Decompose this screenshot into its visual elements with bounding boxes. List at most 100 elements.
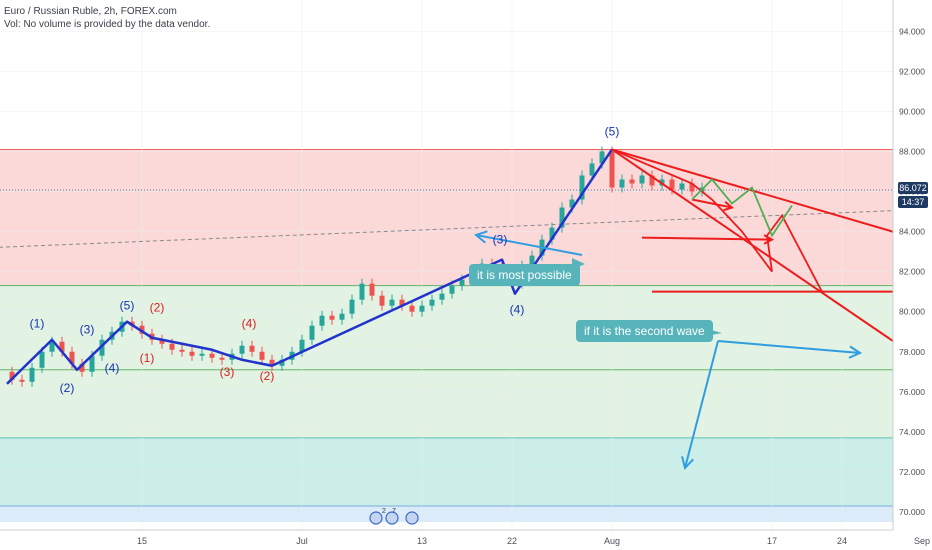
y-tick-label-11: 72.000: [899, 467, 925, 477]
candle-body-67: [669, 179, 675, 190]
scenario-arrow-down: [684, 340, 719, 469]
target-line-long_trendline: [611, 148, 932, 245]
x-tick-label-3: 22: [507, 536, 517, 546]
wave-label-10: (3): [493, 233, 508, 247]
wave-label-6: (1): [140, 351, 155, 365]
y-tick-label-3: 88.000: [899, 146, 925, 156]
candle-body-65: [649, 175, 655, 186]
y-tick-label-10: 74.000: [899, 427, 925, 437]
candle-body-30: [299, 339, 305, 352]
candle-body-59: [589, 163, 595, 176]
event-marker-icon-0[interactable]: [369, 511, 383, 525]
x-tick-label-6: 24: [837, 536, 847, 546]
scenario-arrow-right: [717, 340, 861, 354]
symbol-title: Euro / Russian Ruble, 2h, FOREX.com: [4, 6, 177, 17]
wave-label-4: (5): [120, 299, 135, 313]
candle-body-36: [359, 283, 365, 300]
candle-body-1: [9, 371, 15, 380]
callout-most-possible[interactable]: it is most possible: [469, 264, 580, 286]
candle-body-38: [379, 295, 385, 306]
target-line-main_decline: [611, 148, 932, 369]
event-marker-count-0: 2: [382, 508, 386, 515]
candle-body-35: [349, 299, 355, 314]
candle-body-27: [269, 359, 275, 366]
candle-body-57: [569, 199, 575, 208]
wave-label-5: (2): [150, 301, 165, 315]
scenario-arrow-upper: [475, 234, 583, 256]
candle-body-61: [609, 151, 615, 188]
candle-body-56: [559, 207, 565, 228]
wave-label-12: (5): [605, 124, 620, 138]
scenario-arrowhead-down: [681, 456, 694, 471]
scenario-arrowhead-upper: [473, 230, 488, 244]
last-price-tag: 86.072: [898, 182, 928, 194]
wave-label-3: (4): [105, 361, 120, 375]
candle-body-9: [89, 355, 95, 372]
wave-label-9: (2): [260, 369, 275, 383]
candle-body-37: [369, 283, 375, 296]
candle-body-53: [529, 255, 535, 266]
candle-body-3: [29, 367, 35, 382]
green-correction: [691, 178, 793, 238]
x-tick-label-1: Jul: [296, 536, 308, 546]
candle-body-68: [679, 183, 685, 190]
candle-body-55: [549, 227, 555, 240]
y-axis-area: [893, 0, 932, 550]
red-zigzag-projection: [611, 148, 823, 293]
target-line-short_target_a: [691, 198, 733, 209]
candle-body-25: [249, 345, 255, 352]
wave-label-1: (2): [60, 381, 75, 395]
impulse-wave-first_impulse: [6, 320, 273, 385]
candle-body-34: [339, 313, 345, 320]
candle-body-69: [689, 183, 695, 192]
candle-body-31: [309, 325, 315, 340]
candle-body-10: [99, 339, 105, 356]
zone-band-1: [0, 285, 893, 370]
scenario-arrowhead-right: [848, 345, 863, 359]
y-tick-label-6: 82.000: [899, 267, 925, 277]
candle-body-4: [39, 351, 45, 368]
candle-body-20: [199, 353, 205, 356]
candle-body-44: [439, 293, 445, 300]
candle-body-39: [389, 299, 395, 306]
candle-body-58: [579, 175, 585, 200]
event-marker-count-1: 7: [392, 508, 396, 515]
candle-body-64: [639, 175, 645, 184]
candle-body-2: [19, 379, 25, 382]
candle-body-32: [319, 315, 325, 326]
candle-body-26: [259, 351, 265, 360]
candle-body-18: [179, 349, 185, 352]
candle-body-43: [429, 299, 435, 306]
y-tick-label-0: 94.000: [899, 26, 925, 36]
callout-second-wave[interactable]: if it is the second wave: [576, 320, 713, 342]
zone-band-2: [0, 369, 893, 438]
x-tick-label-4: Aug: [604, 536, 620, 546]
wave-label-7: (4): [242, 317, 257, 331]
dashed-trendline: [0, 208, 932, 248]
event-marker-icon-2[interactable]: [405, 511, 419, 525]
y-tick-label-12: 70.000: [899, 507, 925, 517]
candle-body-62: [619, 179, 625, 188]
candle-body-63: [629, 179, 635, 184]
candle-body-42: [419, 305, 425, 312]
candle-body-33: [329, 315, 335, 320]
candle-body-8: [79, 363, 85, 372]
candle-body-28: [279, 359, 285, 366]
candle-body-17: [169, 343, 175, 350]
candle-body-6: [59, 341, 65, 352]
candle-body-5: [49, 341, 55, 352]
candle-body-14: [139, 325, 145, 334]
target-arrow-short_target_a: [723, 200, 735, 212]
zone-band-0: [0, 149, 893, 286]
candle-body-46: [459, 279, 465, 286]
candle-body-19: [189, 351, 195, 356]
wave-label-11: (4): [510, 303, 525, 317]
volume-note: Vol: No volume is provided by the data v…: [4, 19, 211, 30]
event-marker-icon-1[interactable]: [385, 511, 399, 525]
y-tick-label-2: 90.000: [899, 106, 925, 116]
y-tick-label-5: 84.000: [899, 227, 925, 237]
candle-body-40: [399, 299, 405, 306]
candle-body-60: [599, 151, 605, 164]
candle-body-22: [219, 357, 225, 360]
